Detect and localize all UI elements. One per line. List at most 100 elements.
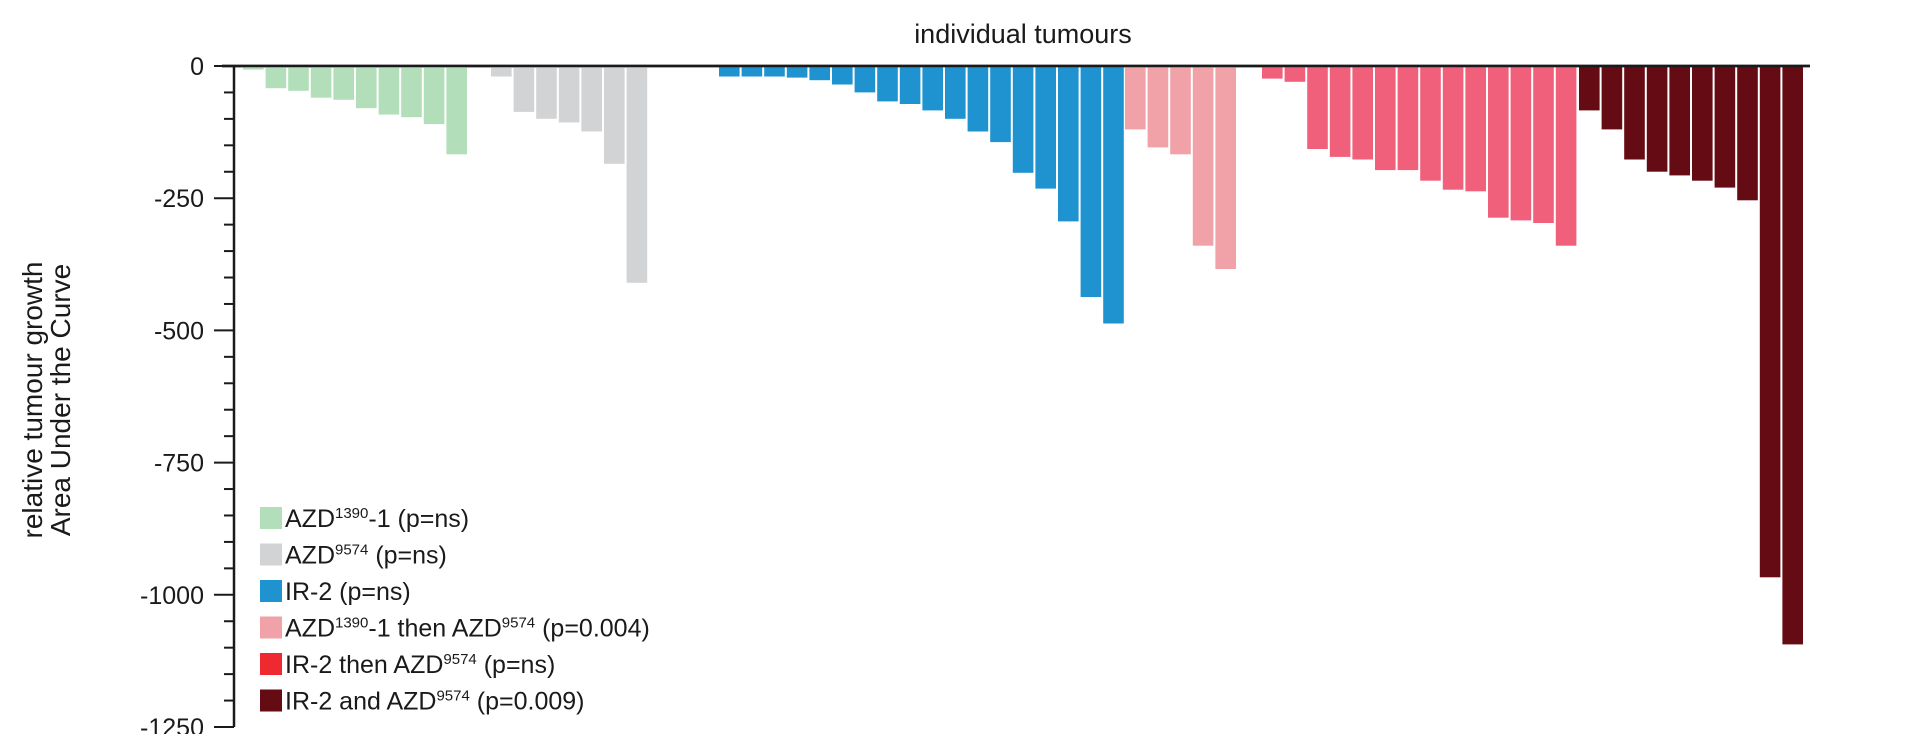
bar xyxy=(741,67,763,77)
bar xyxy=(626,67,648,283)
bar xyxy=(558,67,580,123)
bar xyxy=(1782,67,1803,645)
bar-series xyxy=(719,67,1124,324)
bar xyxy=(786,67,808,78)
y-tick-label: -250 xyxy=(154,185,204,213)
bar xyxy=(1397,67,1419,171)
legend-swatch xyxy=(260,543,282,566)
bar xyxy=(1375,67,1396,171)
bar xyxy=(945,67,966,119)
legend-swatch xyxy=(260,689,282,712)
bar xyxy=(764,67,785,77)
bars xyxy=(222,64,1810,645)
bar xyxy=(1103,67,1124,324)
bar xyxy=(1170,67,1191,155)
legend-swatch xyxy=(260,507,282,529)
bar xyxy=(990,67,1011,143)
bar xyxy=(1192,67,1214,246)
bar xyxy=(809,67,830,81)
bar xyxy=(1624,67,1645,160)
bar xyxy=(513,67,535,112)
y-axis-label-line: relative tumour growth xyxy=(17,261,48,538)
bar xyxy=(877,67,898,102)
bar xyxy=(1759,67,1781,578)
legend-swatch xyxy=(260,580,282,602)
bar-series xyxy=(243,67,467,155)
bar xyxy=(1329,67,1351,157)
bar xyxy=(922,67,943,111)
bar xyxy=(1262,67,1283,79)
y-tick-label: 0 xyxy=(190,53,204,81)
bar-series xyxy=(491,67,648,283)
bar xyxy=(1465,67,1486,192)
legend-label: IR-2 and AZD9574 (p=0.009) xyxy=(285,688,585,716)
bar xyxy=(1488,67,1509,218)
bar-series xyxy=(1579,67,1803,645)
bar xyxy=(1714,67,1736,188)
bar xyxy=(1035,67,1056,189)
legend-label: IR-2 then AZD9574 (p=ns) xyxy=(285,651,555,679)
bar-series xyxy=(1125,67,1236,269)
bar xyxy=(899,67,921,104)
bar xyxy=(1352,67,1373,160)
bar xyxy=(1058,67,1079,222)
bar xyxy=(1420,67,1441,181)
bar xyxy=(356,67,377,109)
legend: AZD1390-1 (p=ns) AZD9574 (p=ns) IR-2 (p=ns… xyxy=(260,505,650,716)
bar xyxy=(310,67,332,98)
bar xyxy=(1012,67,1034,173)
bar xyxy=(1147,67,1169,148)
bar xyxy=(1284,67,1306,82)
legend-item: IR-2 then AZD9574 (p=ns) xyxy=(260,651,555,679)
bar xyxy=(243,67,264,70)
bar xyxy=(1555,67,1577,246)
bar xyxy=(854,67,876,93)
legend-item: AZD1390-1 (p=ns) xyxy=(260,505,469,533)
bar-series xyxy=(1262,67,1577,246)
legend-label: AZD1390-1 (p=ns) xyxy=(285,505,469,533)
bar xyxy=(333,67,354,100)
bar xyxy=(1601,67,1623,130)
bar xyxy=(288,67,309,91)
bar xyxy=(1579,67,1600,111)
legend-label: AZD1390-1 then AZD9574 (p=0.004) xyxy=(285,615,650,643)
bar xyxy=(832,67,853,85)
bar xyxy=(1692,67,1713,181)
y-tick-label: -1250 xyxy=(140,714,204,734)
bar xyxy=(1669,67,1690,176)
bar xyxy=(378,67,400,115)
bar xyxy=(423,67,445,125)
bar xyxy=(536,67,557,119)
legend-label: AZD9574 (p=ns) xyxy=(285,542,447,570)
bar xyxy=(1080,67,1102,297)
bar xyxy=(604,67,625,164)
bar xyxy=(1533,67,1554,223)
chart-title: individual tumours xyxy=(914,19,1132,49)
legend-item: AZD9574 (p=ns) xyxy=(260,542,447,570)
legend-item: AZD1390-1 then AZD9574 (p=0.004) xyxy=(260,615,650,643)
y-tick-label: -500 xyxy=(154,317,204,345)
bar xyxy=(1307,67,1328,149)
bar xyxy=(446,67,467,155)
bar xyxy=(1215,67,1236,269)
y-axis-label-line: Area Under the Curve xyxy=(45,264,76,536)
bar xyxy=(1737,67,1758,201)
bar xyxy=(265,67,287,89)
y-tick-label: -750 xyxy=(154,450,204,478)
legend-swatch xyxy=(260,653,282,675)
bar xyxy=(491,67,512,77)
y-tick-label: -1000 xyxy=(140,582,204,610)
bar xyxy=(1510,67,1532,221)
bar xyxy=(1646,67,1668,172)
legend-item: IR-2 and AZD9574 (p=0.009) xyxy=(260,688,585,716)
legend-swatch xyxy=(260,616,282,639)
bar xyxy=(401,67,422,118)
bar xyxy=(1442,67,1464,190)
legend-item: IR-2 (p=ns) xyxy=(260,578,411,606)
bar xyxy=(967,67,989,132)
bar xyxy=(581,67,602,132)
bar xyxy=(719,67,740,77)
legend-label: IR-2 (p=ns) xyxy=(285,578,411,606)
